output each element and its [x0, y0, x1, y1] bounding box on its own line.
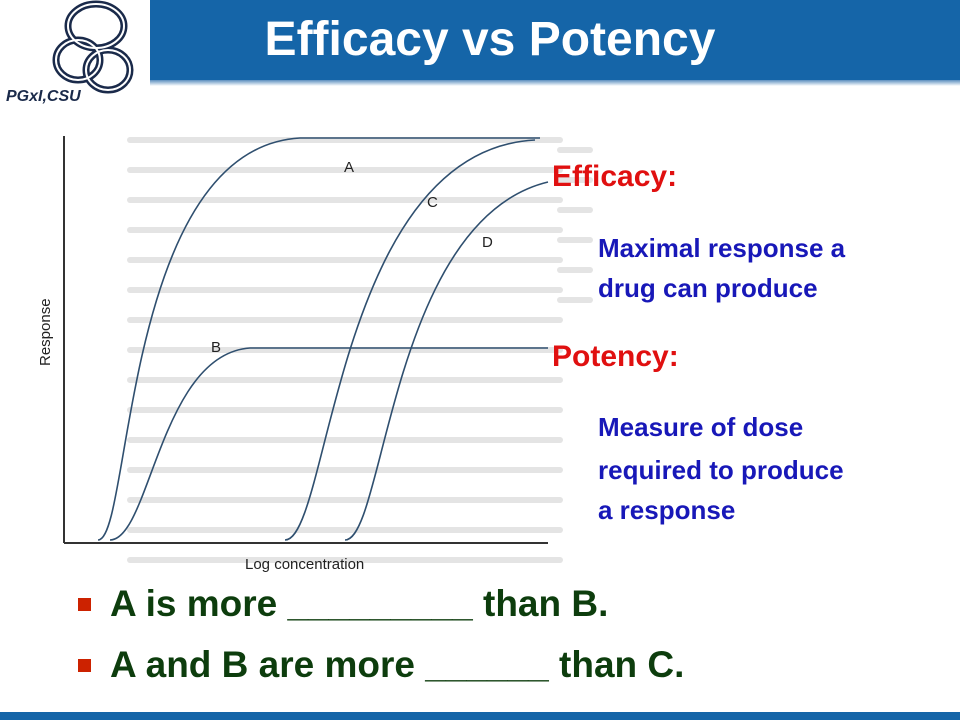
- potency-line-2: required to produce: [598, 455, 844, 485]
- curve-c: [284, 139, 536, 541]
- potency-line-1: Measure of dose: [598, 412, 804, 442]
- efficacy-line-1: Maximal response a: [598, 233, 846, 263]
- curve-b: [109, 347, 548, 541]
- title-bar: [0, 0, 960, 80]
- bullet-text-1: A is more _________ than B.: [110, 583, 609, 624]
- bullet-square-1: [78, 598, 91, 611]
- curve-d: [344, 181, 549, 541]
- title-bar-shadow: [0, 80, 960, 86]
- curve-label-a: A: [344, 159, 354, 176]
- dose-response-diagram: A B C D Response Log concentration: [37, 136, 549, 573]
- logo-text: PGxI,CSU: [6, 88, 81, 105]
- bullet-square-2: [78, 659, 91, 672]
- bullet-text-2: A and B are more ______ than C.: [110, 644, 685, 685]
- curve-label-d: D: [482, 234, 493, 251]
- potency-line-3: a response: [598, 495, 736, 525]
- curve-label-c: C: [427, 194, 438, 211]
- efficacy-heading: Efficacy:: [552, 160, 678, 193]
- footer-bar: [0, 712, 960, 720]
- y-axis-label: Response: [37, 298, 54, 366]
- curve-a: [97, 137, 540, 541]
- pgxi-logo: PGxI,CSU: [0, 0, 150, 110]
- page-title: Efficacy vs Potency: [264, 13, 716, 66]
- curve-label-b: B: [211, 339, 221, 356]
- potency-heading: Potency:: [552, 340, 679, 373]
- background-text-texture: [127, 137, 593, 563]
- efficacy-line-2: drug can produce: [598, 273, 818, 303]
- x-axis-label: Log concentration: [245, 556, 364, 573]
